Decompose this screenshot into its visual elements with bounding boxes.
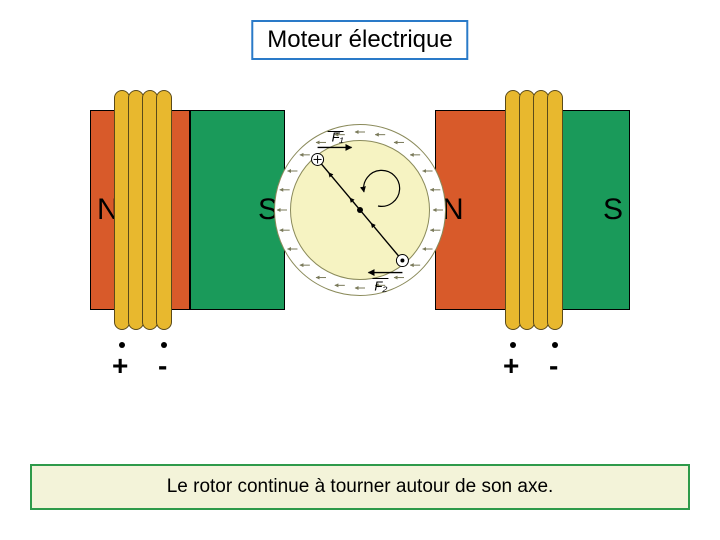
caption-box: Le rotor continue à tourner autour de so… bbox=[30, 464, 690, 510]
electromagnet-coil-left: +- bbox=[114, 90, 174, 330]
title-text: Moteur électrique bbox=[267, 26, 452, 53]
rotor-rod bbox=[312, 153, 409, 266]
coil-bar bbox=[547, 90, 563, 330]
svg-text:F₂: F₂ bbox=[374, 279, 387, 294]
terminal-plus: + bbox=[112, 352, 128, 380]
terminal-dot bbox=[510, 342, 516, 348]
rotation-arrow-icon bbox=[364, 170, 400, 206]
terminal-dot bbox=[161, 342, 167, 348]
terminal-dot bbox=[119, 342, 125, 348]
title-box: Moteur électrique bbox=[251, 20, 468, 60]
terminal-plus: + bbox=[503, 352, 519, 380]
electromagnet-coil-right: +- bbox=[505, 90, 565, 330]
coil-bar bbox=[156, 90, 172, 330]
motor-diagram: N S N S F₁F₂ +- +- bbox=[90, 80, 630, 400]
terminal-dot bbox=[552, 342, 558, 348]
caption-text: Le rotor continue à tourner autour de so… bbox=[167, 476, 554, 497]
terminal-minus: - bbox=[158, 352, 167, 380]
terminal-minus: - bbox=[549, 352, 558, 380]
